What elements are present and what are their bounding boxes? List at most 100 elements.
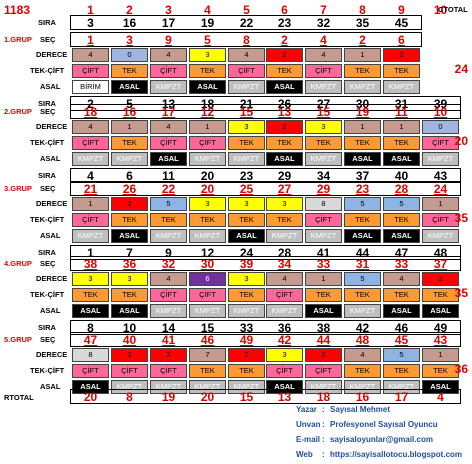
ctotal-label: CTOTAL (438, 5, 468, 14)
tekcift-cell: TEK (344, 364, 381, 378)
sec-number[interactable]: 4 (320, 33, 327, 47)
asal-cell: KMPZT (266, 304, 303, 318)
sec-number[interactable]: 32 (161, 257, 176, 271)
derece-cell: 5 (344, 272, 381, 286)
sira-number: 46 (394, 321, 409, 335)
sec-number[interactable]: 45 (394, 333, 409, 347)
sira-label: SIRA (38, 18, 56, 27)
sec-number[interactable]: 48 (355, 333, 370, 347)
sec-number[interactable]: 37 (433, 257, 448, 271)
info-value: Profesyonel Sayısal Oyuncu (330, 420, 438, 429)
sec-label: SEÇ (40, 35, 56, 44)
tekcift-cell: ÇİFT (422, 136, 459, 150)
tekcift-cell: TEK (422, 288, 459, 302)
sec-number[interactable]: 36 (122, 257, 137, 271)
sec-number[interactable]: 6 (398, 33, 405, 47)
sec-number[interactable]: 8 (243, 33, 250, 47)
tekcift-cell: ÇİFT (189, 288, 226, 302)
rtotal-label: RTOTAL (4, 393, 34, 402)
sec-number[interactable]: 15 (239, 105, 254, 119)
rtotal-number: 17 (394, 390, 409, 404)
sec-number[interactable]: 2 (359, 33, 366, 47)
sec-number[interactable]: 12 (200, 105, 215, 119)
derece-cell: 1 (305, 272, 342, 286)
sec-number[interactable]: 41 (161, 333, 176, 347)
sira-number: 34 (316, 169, 331, 183)
sec-number[interactable]: 46 (200, 333, 215, 347)
sira-label: SIRA (38, 248, 56, 257)
sira-number: 7 (126, 246, 133, 260)
sec-number[interactable]: 17 (161, 105, 176, 119)
sec-number[interactable]: 3 (126, 33, 133, 47)
sec-number[interactable]: 1 (87, 33, 94, 47)
sira-number: 16 (122, 16, 137, 30)
tekcift-cell: TEK (344, 64, 381, 78)
derece-cell: 4 (344, 348, 381, 362)
sec-number[interactable]: 10 (433, 105, 448, 119)
sec-number[interactable]: 33 (316, 257, 331, 271)
sec-row-box (70, 332, 461, 347)
derece-cell: 1 (344, 48, 381, 62)
asal-cell: KMPZT (111, 152, 148, 166)
sec-number[interactable]: 24 (433, 182, 448, 196)
sira-number: 10 (122, 321, 137, 335)
group-label: 5.GRUP (4, 335, 32, 344)
sec-number[interactable]: 21 (83, 182, 98, 196)
sec-number[interactable]: 23 (355, 182, 370, 196)
sec-number[interactable]: 47 (83, 333, 98, 347)
sec-number[interactable]: 13 (277, 105, 292, 119)
tekcift-cell: TEK (383, 288, 420, 302)
info-value[interactable]: https://sayisallotocu.blogspot.com (330, 450, 463, 459)
derece-label: DERECE (36, 50, 68, 59)
sec-number[interactable]: 33 (394, 257, 409, 271)
sec-number[interactable]: 25 (239, 182, 254, 196)
sira-number: 17 (161, 16, 176, 30)
tekcift-cell: TEK (72, 288, 109, 302)
sec-number[interactable]: 2 (281, 33, 288, 47)
sec-number[interactable]: 49 (239, 333, 254, 347)
group-ctotal: 36 (454, 362, 468, 376)
asal-cell: KMPZT (72, 229, 109, 243)
sec-number[interactable]: 9 (165, 33, 172, 47)
derece-cell: 2 (266, 48, 303, 62)
sec-label: SEÇ (40, 107, 56, 116)
sira-number: 22 (239, 16, 254, 30)
group-ctotal: 24 (454, 62, 468, 76)
sec-number[interactable]: 38 (83, 257, 98, 271)
sec-number[interactable]: 34 (277, 257, 292, 271)
sira-row-box (70, 96, 461, 111)
sec-number[interactable]: 16 (122, 105, 137, 119)
asal-cell: KMPZT (422, 229, 459, 243)
sira-number: 3 (87, 16, 94, 30)
sec-number[interactable]: 5 (204, 33, 211, 47)
derece-cell: 3 (111, 272, 148, 286)
sec-number[interactable]: 28 (394, 182, 409, 196)
sec-number[interactable]: 42 (277, 333, 292, 347)
sec-number[interactable]: 29 (316, 182, 331, 196)
tekcift-cell: ÇİFT (150, 288, 187, 302)
sec-number[interactable]: 40 (122, 333, 137, 347)
sec-number[interactable]: 31 (355, 257, 370, 271)
sec-number[interactable]: 27 (277, 182, 292, 196)
info-value[interactable]: sayisaloyunlar@gmail.com (330, 435, 433, 444)
sec-number[interactable]: 30 (200, 257, 215, 271)
sec-number[interactable]: 11 (395, 105, 408, 119)
tekcift-cell: TEK (228, 136, 265, 150)
sira-number: 42 (355, 321, 370, 335)
sec-number[interactable]: 44 (316, 333, 331, 347)
sec-number[interactable]: 39 (239, 257, 254, 271)
sec-number[interactable]: 20 (200, 182, 215, 196)
sira-number: 49 (433, 321, 448, 335)
derece-cell: 4 (150, 272, 187, 286)
sec-number[interactable]: 43 (433, 333, 448, 347)
sec-number[interactable]: 22 (161, 182, 176, 196)
asal-cell: ASAL (383, 304, 420, 318)
info-sep: : (322, 405, 325, 414)
derece-cell: 2 (150, 348, 187, 362)
sec-number[interactable]: 18 (83, 105, 98, 119)
sira-number: 32 (316, 16, 331, 30)
header-number: 2 (126, 3, 133, 17)
sec-number[interactable]: 15 (316, 105, 331, 119)
sec-number[interactable]: 26 (122, 182, 137, 196)
sec-number[interactable]: 19 (355, 105, 370, 119)
